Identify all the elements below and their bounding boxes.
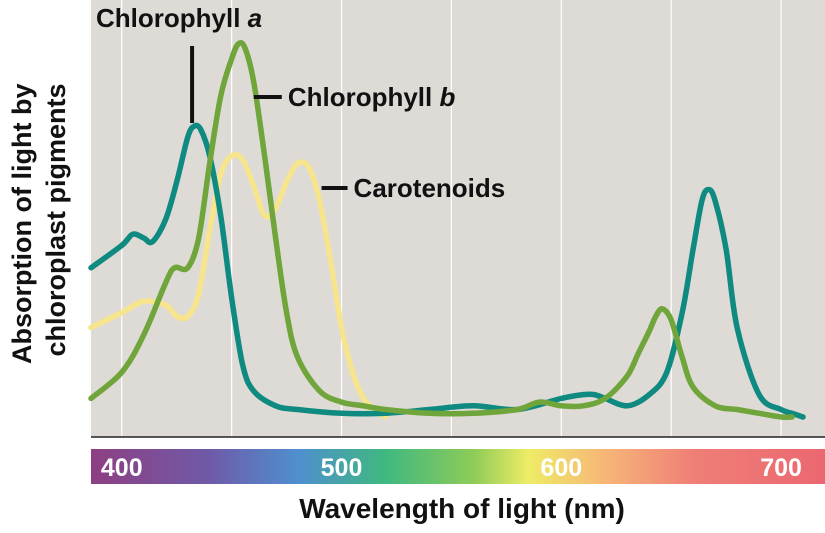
x-tick-labels: 400 500 600 700: [101, 454, 802, 482]
x-tick-label-600: 600: [540, 454, 582, 482]
x-axis-label: Wavelength of light (nm): [299, 493, 625, 524]
x-tick-label-500: 500: [321, 454, 363, 482]
x-tick-label-400: 400: [101, 454, 143, 482]
visible-spectrum-bar: [91, 449, 825, 484]
label-chlorophyll-b: Chlorophyll b: [288, 82, 456, 112]
label-chlorophyll-a-plain: Chlorophyll: [96, 3, 248, 33]
label-chlorophyll-a: Chlorophyll a: [96, 3, 262, 33]
label-chlorophyll-b-italic: b: [439, 82, 455, 112]
series-line-carotenoids: [88, 151, 389, 420]
y-axis-label-line-2: chloroplast pigments: [41, 83, 71, 356]
label-chlorophyll-a-italic: a: [248, 3, 262, 33]
series-line-chlorophyll-a: [88, 122, 806, 420]
x-tick-label-700: 700: [760, 454, 802, 482]
y-axis-label: Absorption of light by chloroplast pigme…: [7, 76, 71, 364]
series-lines: [88, 39, 806, 421]
label-carotenoids: Carotenoids: [354, 173, 506, 203]
series-line-chlorophyll-b: [88, 39, 795, 421]
y-axis-label-line-1: Absorption of light by: [7, 84, 37, 364]
label-chlorophyll-b-plain: Chlorophyll: [288, 82, 440, 112]
